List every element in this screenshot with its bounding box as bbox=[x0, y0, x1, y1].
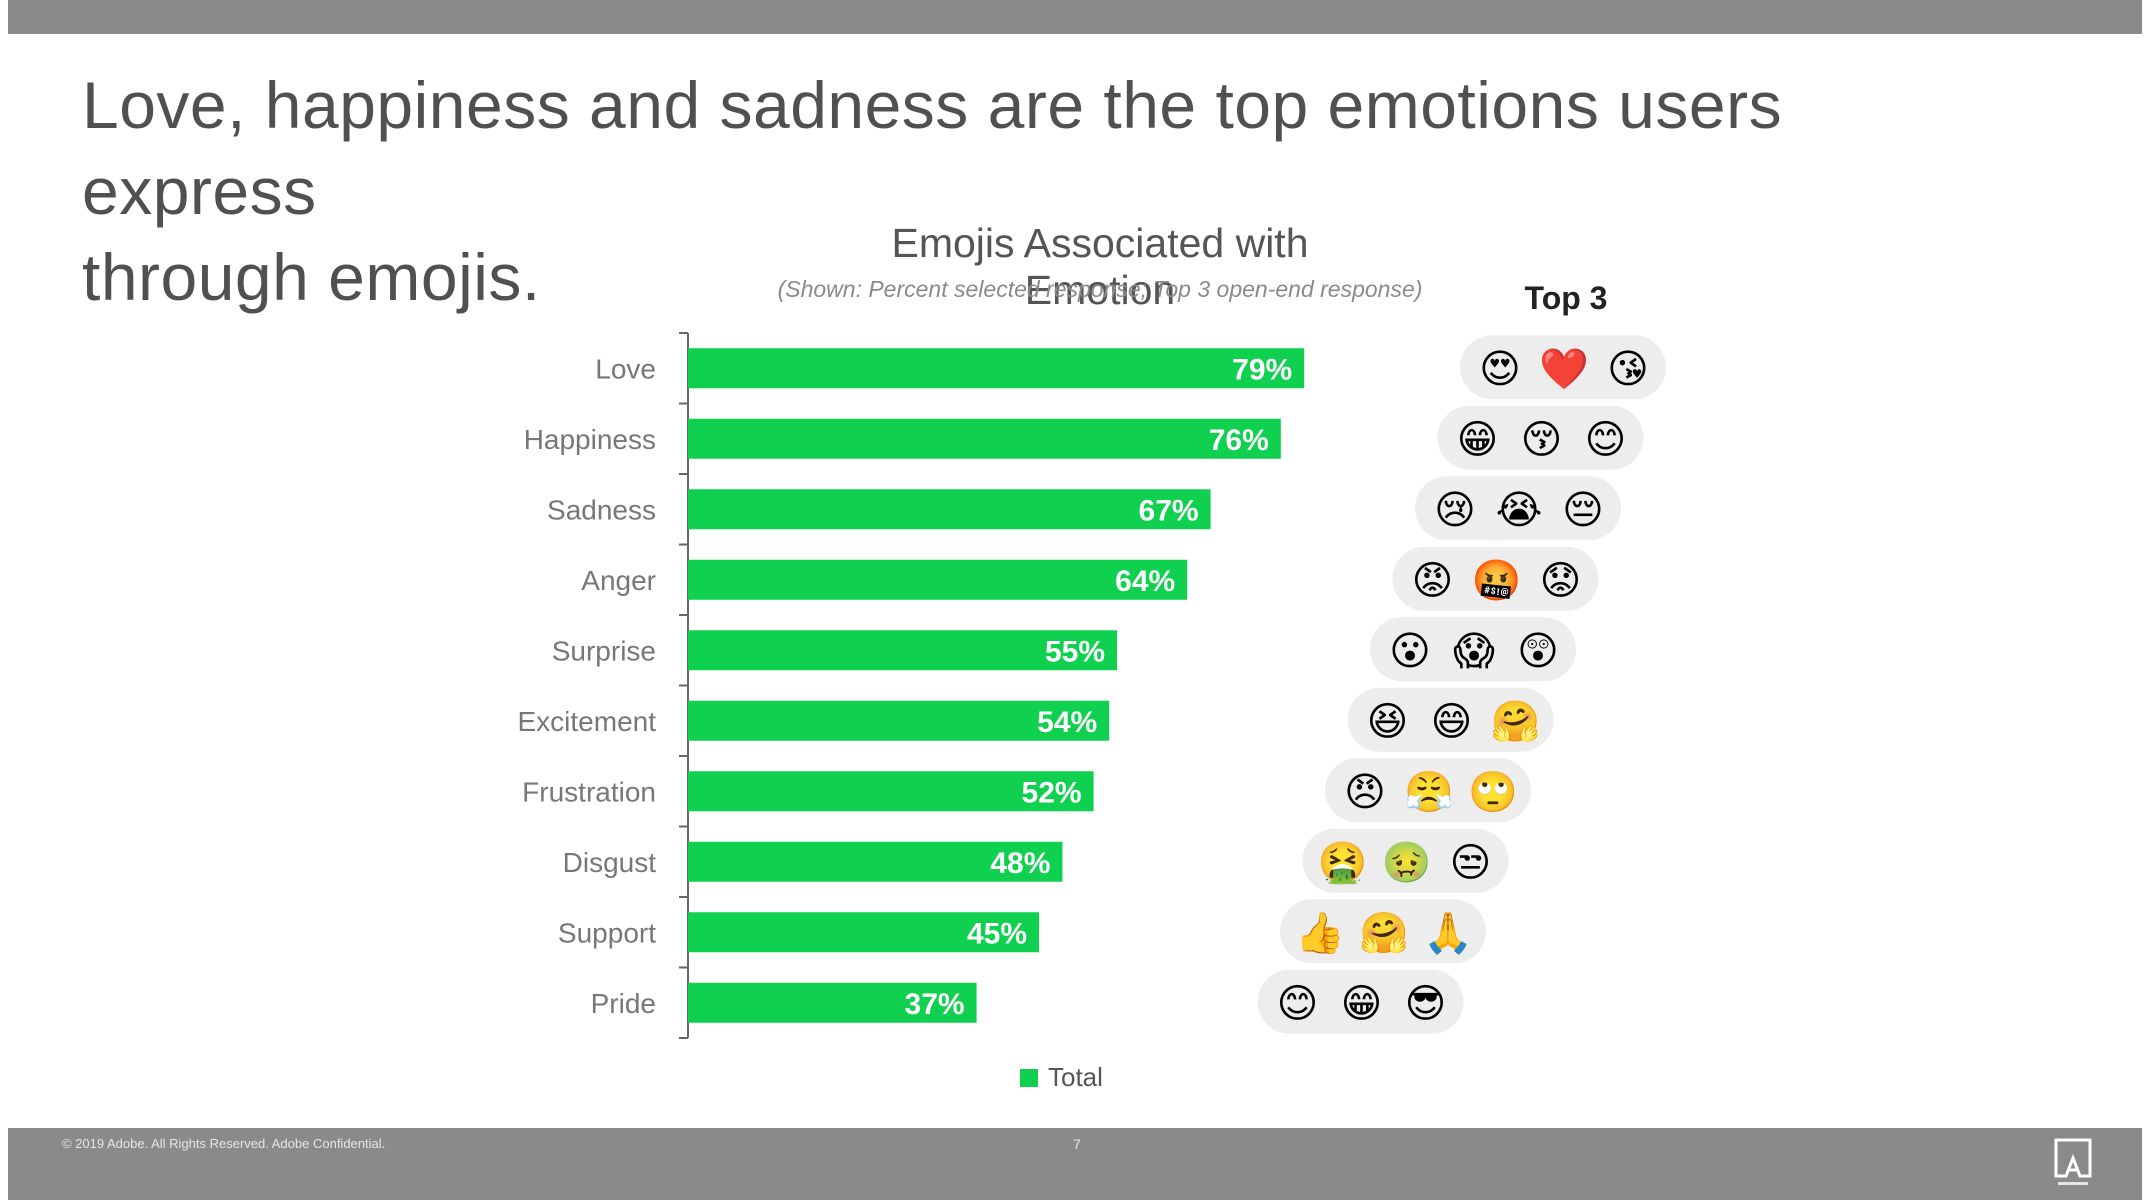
emoji-surprise-1: 😮 bbox=[1389, 629, 1431, 673]
category-label-excitement: Excitement bbox=[518, 706, 657, 737]
footer-copyright: © 2019 Adobe. All Rights Reserved. Adobe… bbox=[62, 1136, 386, 1151]
emoji-excitement-3: 🤗 bbox=[1491, 700, 1541, 744]
data-label-surprise: 55% bbox=[1045, 635, 1105, 668]
bar-pride bbox=[688, 982, 977, 1023]
chart-subtitle: (Shown: Percent selected response; Top 3… bbox=[777, 276, 1423, 302]
emoji-bubble-happiness bbox=[1437, 405, 1644, 470]
bar-excitement bbox=[688, 700, 1110, 741]
category-label-frustration: Frustration bbox=[522, 776, 656, 807]
emoji-love-1: 😍 bbox=[1479, 347, 1521, 391]
emoji-sadness-1: 😢 bbox=[1434, 488, 1476, 532]
emoji-anger-1: 😡 bbox=[1412, 559, 1454, 603]
bottom-band bbox=[8, 1128, 2142, 1200]
adobe-logo-icon bbox=[2054, 1138, 2092, 1185]
bar-support bbox=[688, 912, 1039, 953]
data-label-support: 45% bbox=[967, 917, 1027, 950]
emoji-bubble-frustration bbox=[1325, 758, 1531, 823]
emoji-frustration-2: 😤 bbox=[1404, 770, 1454, 814]
footer-page-number: 7 bbox=[1073, 1136, 1081, 1152]
emoji-anger-2: 🤬 bbox=[1472, 559, 1522, 603]
emoji-anger-3: 😟 bbox=[1540, 559, 1582, 603]
top-3-label: Top 3 bbox=[1524, 280, 1608, 316]
emoji-bubble-sadness bbox=[1415, 476, 1621, 541]
emoji-pride-1: 😊 bbox=[1277, 982, 1319, 1026]
data-label-anger: 64% bbox=[1115, 565, 1175, 598]
category-label-sadness: Sadness bbox=[547, 494, 656, 525]
emoji-surprise-2: 😱 bbox=[1453, 629, 1495, 673]
emoji-bubble-disgust bbox=[1302, 828, 1509, 893]
emoji-bubble-pride bbox=[1257, 969, 1464, 1034]
bar-surprise bbox=[688, 630, 1117, 671]
data-label-pride: 37% bbox=[905, 988, 965, 1021]
bar-frustration bbox=[688, 771, 1094, 812]
emoji-bubble-support bbox=[1280, 899, 1486, 964]
data-label-love: 79% bbox=[1232, 353, 1292, 386]
category-label-pride: Pride bbox=[591, 988, 656, 1019]
bar-happiness bbox=[688, 418, 1281, 459]
emoji-pride-3: 😎 bbox=[1405, 982, 1447, 1026]
emoji-love-3: 😘 bbox=[1607, 347, 1649, 391]
emoji-bubble-surprise bbox=[1370, 617, 1576, 682]
bar-disgust bbox=[688, 841, 1063, 882]
top-band bbox=[8, 0, 2142, 34]
emoji-frustration-1: 😠 bbox=[1344, 770, 1386, 814]
category-label-happiness: Happiness bbox=[524, 424, 656, 455]
emoji-excitement-2: 😄 bbox=[1431, 700, 1473, 744]
headline-line-1: Love, happiness and sadness are the top … bbox=[82, 68, 1783, 228]
slide-headline: Love, happiness and sadness are the top … bbox=[82, 62, 1982, 320]
headline-line-2: through emojis. bbox=[82, 240, 541, 314]
data-label-sadness: 67% bbox=[1139, 494, 1199, 527]
emoji-happiness-3: 😊 bbox=[1585, 418, 1627, 462]
emoji-support-3: 🙏 bbox=[1423, 911, 1473, 955]
emoji-happiness-2: 😚 bbox=[1521, 418, 1563, 462]
legend-swatch-total bbox=[1020, 1068, 1038, 1087]
emoji-sadness-2: 😭 bbox=[1496, 488, 1543, 532]
legend-label-total: Total bbox=[1048, 1062, 1103, 1092]
emoji-support-1: 👍 bbox=[1295, 909, 1345, 955]
emoji-disgust-2: 🤢 bbox=[1382, 841, 1432, 885]
bar-anger bbox=[688, 559, 1188, 600]
emoji-sadness-3: 😔 bbox=[1562, 488, 1604, 532]
emoji-frustration-3: 🙄 bbox=[1468, 770, 1518, 814]
chart-legend: Total bbox=[1020, 1062, 1103, 1093]
chart-title: Emojis Associated with Emotion bbox=[891, 220, 1309, 313]
category-label-disgust: Disgust bbox=[563, 847, 657, 878]
emoji-bubble-excitement bbox=[1347, 687, 1554, 752]
emoji-disgust-1: 🤮 bbox=[1318, 841, 1368, 885]
emoji-bubble-love bbox=[1460, 335, 1666, 400]
data-label-excitement: 54% bbox=[1037, 706, 1097, 739]
category-label-love: Love bbox=[595, 353, 656, 384]
emoji-support-2: 🤗 bbox=[1359, 911, 1409, 955]
emoji-surprise-3: 😲 bbox=[1517, 629, 1559, 673]
emoji-happiness-1: 😁 bbox=[1457, 418, 1499, 462]
data-label-happiness: 76% bbox=[1209, 424, 1269, 457]
data-label-disgust: 48% bbox=[990, 847, 1050, 880]
emoji-disgust-3: 😒 bbox=[1450, 841, 1492, 885]
category-label-support: Support bbox=[558, 917, 656, 948]
emoji-bubble-anger bbox=[1392, 546, 1599, 611]
emoji-pride-2: 😁 bbox=[1341, 982, 1383, 1026]
bar-sadness bbox=[688, 489, 1211, 530]
bar-love bbox=[688, 348, 1305, 389]
category-label-surprise: Surprise bbox=[552, 635, 656, 666]
emoji-excitement-1: 😆 bbox=[1367, 700, 1409, 744]
category-label-anger: Anger bbox=[581, 565, 656, 596]
emoji-love-2: ❤️ bbox=[1539, 347, 1589, 391]
data-label-frustration: 52% bbox=[1022, 776, 1082, 809]
